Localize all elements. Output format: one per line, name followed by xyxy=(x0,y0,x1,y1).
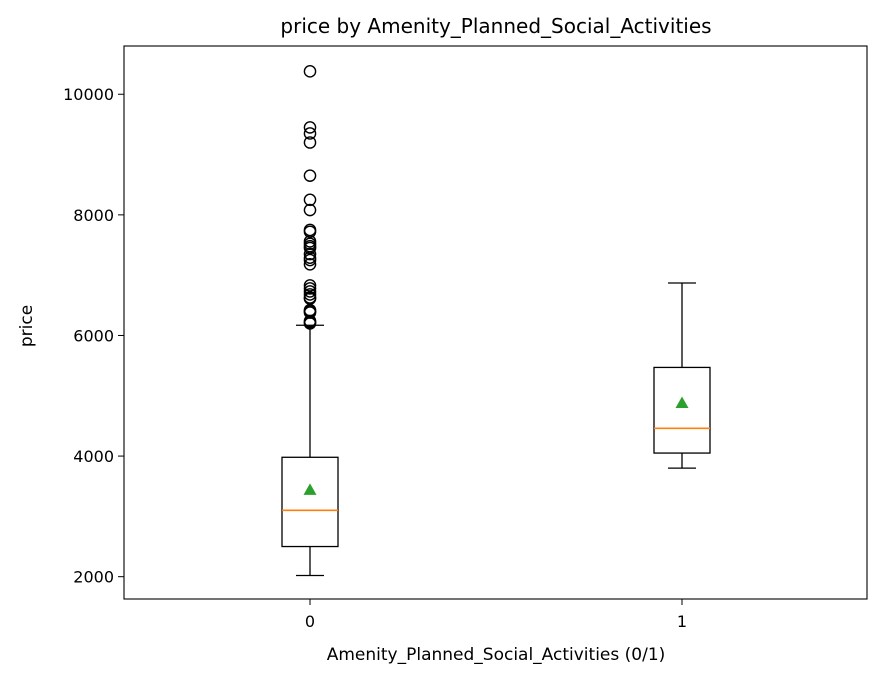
outlier-point xyxy=(303,258,317,271)
y-tick-label: 2000 xyxy=(73,568,114,587)
outlier-point xyxy=(303,169,317,182)
y-axis: 2000 4000 6000 8000 10000 xyxy=(63,85,124,587)
y-tick-label: 6000 xyxy=(73,326,114,345)
y-tick-label: 4000 xyxy=(73,447,114,466)
box xyxy=(653,366,711,454)
box xyxy=(281,456,339,548)
y-tick-label: 8000 xyxy=(73,206,114,225)
outlier-point xyxy=(303,225,317,239)
y-tick-label: 10000 xyxy=(63,85,114,104)
outlier-point xyxy=(303,136,317,149)
outlier-point xyxy=(303,65,317,78)
outlier-point xyxy=(303,247,317,261)
chart-title: price by Amenity_Planned_Social_Activiti… xyxy=(280,14,711,38)
outlier-point xyxy=(303,279,317,292)
y-axis-title: price xyxy=(17,305,37,347)
outlier-point xyxy=(303,121,317,134)
outlier-point xyxy=(303,317,317,330)
outlier-point xyxy=(303,127,317,140)
x-tick-label: 0 xyxy=(305,612,315,631)
x-axis-title: Amenity_Planned_Social_Activities (0/1) xyxy=(327,645,666,665)
x-tick-label: 1 xyxy=(677,612,687,631)
mean-marker xyxy=(675,396,689,409)
box-group-0 xyxy=(281,65,339,577)
plot-area xyxy=(123,45,868,600)
outlier-point xyxy=(303,203,317,217)
mean-marker xyxy=(303,483,317,495)
outlier-point xyxy=(303,282,317,295)
outlier-point xyxy=(303,193,317,207)
outlier-point xyxy=(303,253,317,267)
box-group-1 xyxy=(653,282,711,469)
outlier-point xyxy=(303,288,317,301)
plot-frame xyxy=(123,45,868,600)
outlier-point xyxy=(303,241,317,255)
outlier-point xyxy=(303,285,317,298)
